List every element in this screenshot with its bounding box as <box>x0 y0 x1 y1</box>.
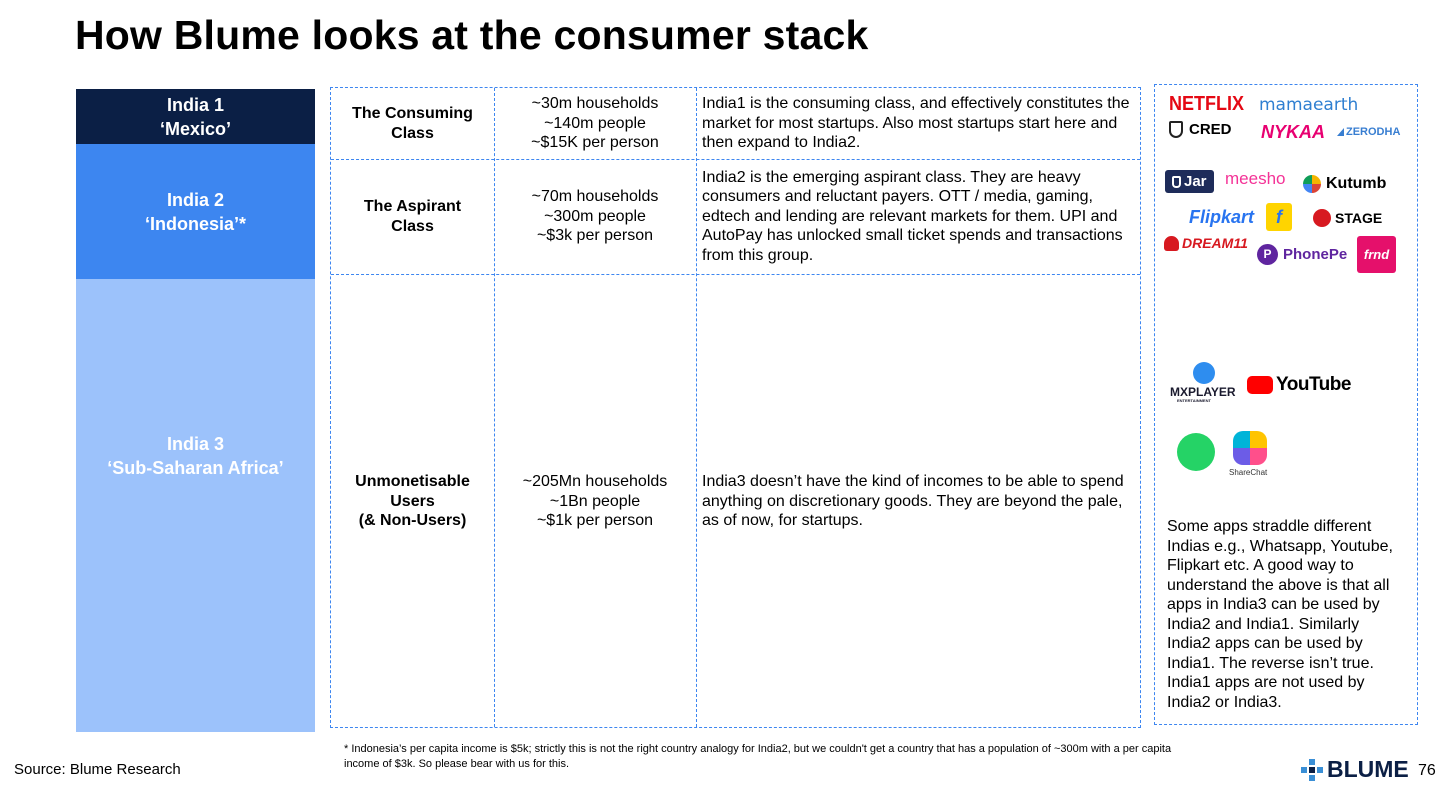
jar-logo-text: Jar <box>1184 173 1207 190</box>
flipkart-bag-icon: f <box>1266 203 1292 231</box>
class-name-line: Users <box>390 492 435 510</box>
youtube-logo-text: YouTube <box>1276 374 1351 395</box>
whatsapp-icon <box>1177 433 1215 471</box>
stats-cell: ~30m households ~140m people ~$15K per p… <box>494 88 696 159</box>
stage-icon <box>1313 209 1331 227</box>
class-name-line: The Aspirant <box>363 198 462 215</box>
description-text: India1 is the consuming class, and effec… <box>702 95 1130 152</box>
nykaa-logo: NYKAA <box>1261 122 1326 142</box>
row-divider <box>331 159 1140 160</box>
class-name-line: The Consuming <box>352 105 473 122</box>
source-label: Source: Blume Research <box>14 761 181 778</box>
kutumb-logo-text: Kutumb <box>1326 175 1387 192</box>
phonepe-logo-text: PhonePe <box>1283 246 1348 263</box>
households-stat: ~205Mn households <box>522 473 668 491</box>
phonepe-logo: P PhonePe <box>1257 244 1347 265</box>
cred-logo-text: CRED <box>1189 121 1232 138</box>
tier-india3-name: India 3 <box>166 433 224 454</box>
income-stat: ~$15K per person <box>531 134 659 152</box>
income-stat: ~$3k per person <box>536 227 654 245</box>
tier-india2-analogy: ‘Indonesia’* <box>144 213 247 234</box>
column-divider <box>494 88 495 727</box>
class-name-line: Class <box>391 124 434 142</box>
frnd-logo: frnd <box>1357 236 1396 273</box>
stats-cell: ~70m households ~300m people ~$3k per pe… <box>494 159 696 274</box>
class-name-line: Class <box>391 217 434 235</box>
cred-logo: CRED <box>1169 121 1232 138</box>
people-stat: ~300m people <box>544 207 646 225</box>
sharechat-label: ShareChat <box>1229 468 1268 477</box>
jar-icon <box>1172 175 1181 188</box>
tier-india3-analogy: ‘Sub-Saharan Africa’ <box>107 457 284 478</box>
app-logos-panel: NETFLIX mamaearth CRED NYKAA ZERODHA Jar… <box>1154 84 1418 725</box>
stage-logo: STAGE <box>1313 209 1382 227</box>
mxplayer-logo: MXPLAYER <box>1170 385 1236 399</box>
zerodha-logo: ZERODHA <box>1337 126 1400 138</box>
blume-brand: BLUME <box>1300 756 1409 783</box>
page-number: 76 <box>1418 762 1436 779</box>
netflix-logo: NETFLIX <box>1169 91 1244 115</box>
tier-india2: India 2 ‘Indonesia’* <box>76 144 315 279</box>
description-text: India3 doesn’t have the kind of incomes … <box>702 473 1124 530</box>
mamaearth-logo: mamaearth <box>1259 95 1359 115</box>
class-name-cell: The Aspirant Class <box>331 159 494 274</box>
class-name-line: Unmonetisable <box>355 473 470 491</box>
stats-cell: ~205Mn households ~1Bn people ~$1k per p… <box>494 274 696 729</box>
people-stat: ~140m people <box>544 114 646 132</box>
blume-brand-text: BLUME <box>1327 756 1409 782</box>
zerodha-mark-icon <box>1337 128 1344 136</box>
mxplayer-play-icon <box>1193 362 1215 384</box>
stage-logo-text: STAGE <box>1335 210 1383 226</box>
dream11-helmet-icon <box>1164 235 1179 251</box>
tier-india1-name: India 1 <box>166 94 224 115</box>
row-divider <box>331 274 1140 275</box>
income-stat: ~$1k per person <box>536 512 654 530</box>
youtube-logo: YouTube <box>1247 374 1351 396</box>
meesho-logo: meesho <box>1225 169 1286 188</box>
tier-india3: India 3 ‘Sub-Saharan Africa’ <box>76 279 315 732</box>
consumer-stack-table: The Consuming Class ~30m households ~140… <box>330 87 1141 728</box>
flipkart-logo: Flipkart <box>1189 207 1255 227</box>
tier-india1: India 1 ‘Mexico’ <box>76 89 315 144</box>
description-cell: India2 is the emerging aspirant class. T… <box>696 159 1142 274</box>
apps-note: Some apps straddle different Indias e.g.… <box>1167 518 1393 711</box>
description-text: India2 is the emerging aspirant class. T… <box>702 168 1123 264</box>
people-stat: ~1Bn people <box>549 492 641 510</box>
kutumb-flower-icon <box>1303 175 1321 193</box>
households-stat: ~30m households <box>531 95 659 113</box>
class-name-line: (& Non-Users) <box>358 512 467 530</box>
description-cell: India3 doesn’t have the kind of incomes … <box>696 274 1142 729</box>
dream11-logo-text: DREAM11 <box>1182 235 1248 251</box>
mxplayer-subtitle: ENTERTAINMENT <box>1177 398 1211 403</box>
footnote: * Indonesia’s per capita income is $5k; … <box>344 743 1172 770</box>
youtube-play-icon <box>1247 376 1273 394</box>
tier-india1-analogy: ‘Mexico’ <box>159 118 232 139</box>
cred-shield-icon <box>1169 121 1183 138</box>
phonepe-icon: P <box>1257 244 1278 265</box>
tier-india2-name: India 2 <box>166 189 224 210</box>
column-divider <box>696 88 697 727</box>
class-name-cell: The Consuming Class <box>331 88 494 159</box>
kutumb-logo: Kutumb <box>1303 175 1386 193</box>
dream11-logo: DREAM11 <box>1164 235 1248 251</box>
class-name-cell: Unmonetisable Users (& Non-Users) <box>331 274 494 729</box>
zerodha-logo-text: ZERODHA <box>1346 126 1401 138</box>
page-title: How Blume looks at the consumer stack <box>75 12 869 58</box>
sharechat-icon <box>1233 431 1267 465</box>
households-stat: ~70m households <box>531 188 659 206</box>
jar-logo: Jar <box>1165 170 1214 193</box>
description-cell: India1 is the consuming class, and effec… <box>696 88 1142 159</box>
blume-logo-icon <box>1301 758 1323 781</box>
